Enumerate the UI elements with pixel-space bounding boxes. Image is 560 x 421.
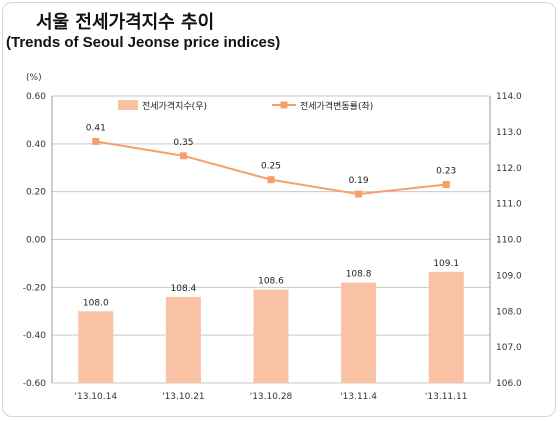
line-data-label: 0.19 bbox=[349, 176, 369, 186]
left-tick-label: -0.40 bbox=[23, 331, 47, 341]
line-point bbox=[355, 190, 363, 198]
left-tick-label: 0.40 bbox=[26, 140, 46, 150]
right-tick-label: 108.0 bbox=[496, 307, 522, 317]
x-tick-label: '13.11.4 bbox=[340, 392, 377, 402]
legend-swatch-bar bbox=[118, 100, 138, 110]
bar bbox=[165, 296, 201, 383]
legend: 전세가격지수(우) 전세가격변동률(좌) bbox=[118, 100, 373, 112]
bar-series bbox=[78, 271, 464, 383]
right-tick-label: 109.0 bbox=[496, 271, 522, 281]
chart-title-english: (Trends of Seoul Jeonse price indices) bbox=[6, 34, 281, 51]
bar-data-label: 108.6 bbox=[258, 277, 284, 287]
line-series bbox=[92, 137, 450, 198]
legend-swatch-line-marker bbox=[280, 101, 288, 109]
line-data-label: 0.25 bbox=[261, 162, 281, 172]
bar bbox=[78, 311, 114, 383]
line-point bbox=[179, 152, 187, 160]
bar-data-label: 108.0 bbox=[83, 298, 109, 308]
left-tick-label: -0.20 bbox=[23, 283, 47, 293]
right-tick-label: 111.0 bbox=[496, 200, 522, 210]
left-axis-unit: (%) bbox=[26, 73, 42, 83]
right-tick-label: 113.0 bbox=[496, 128, 522, 138]
line-point bbox=[267, 176, 275, 184]
chart-title-korean: 서울 전세가격지수 추이 bbox=[36, 12, 215, 33]
right-tick-label: 110.0 bbox=[496, 236, 522, 246]
bar bbox=[341, 282, 377, 383]
line-data-label: 0.35 bbox=[173, 138, 193, 148]
bar-data-label: 108.8 bbox=[346, 270, 372, 280]
left-tick-label: 0.00 bbox=[26, 236, 46, 246]
bar bbox=[428, 271, 464, 383]
axes: (%) 0.60 0.40 0.20 0.00 -0.20 -0.40 -0.60 114.0 1… bbox=[23, 73, 522, 402]
line-data-label: 0.23 bbox=[436, 166, 456, 176]
x-tick-label: '13.10.21 bbox=[162, 392, 205, 402]
legend-label-bar: 전세가격지수(우) bbox=[142, 100, 207, 112]
line-point bbox=[92, 137, 100, 145]
line-point bbox=[442, 180, 450, 188]
line-data-label: 0.41 bbox=[86, 123, 106, 133]
x-tick-label: '13.10.14 bbox=[75, 392, 118, 402]
left-tick-label: 0.20 bbox=[26, 188, 46, 198]
right-tick-label: 107.0 bbox=[496, 343, 522, 353]
legend-label-line: 전세가격변동률(좌) bbox=[300, 100, 373, 112]
left-tick-label: -0.60 bbox=[23, 379, 47, 389]
right-tick-label: 112.0 bbox=[496, 164, 522, 174]
right-tick-label: 106.0 bbox=[496, 379, 522, 389]
left-tick-label: 0.60 bbox=[26, 92, 46, 102]
bar bbox=[253, 289, 289, 383]
right-tick-label: 114.0 bbox=[496, 92, 522, 102]
x-tick-label: '13.11.11 bbox=[425, 392, 468, 402]
data-labels: 0.41 0.35 0.25 0.19 0.23 108.0 108.4 108.6 108.8… bbox=[83, 123, 459, 308]
bar-data-label: 108.4 bbox=[171, 284, 197, 294]
x-tick-label: '13.10.28 bbox=[250, 392, 293, 402]
bar-data-label: 109.1 bbox=[433, 259, 459, 269]
